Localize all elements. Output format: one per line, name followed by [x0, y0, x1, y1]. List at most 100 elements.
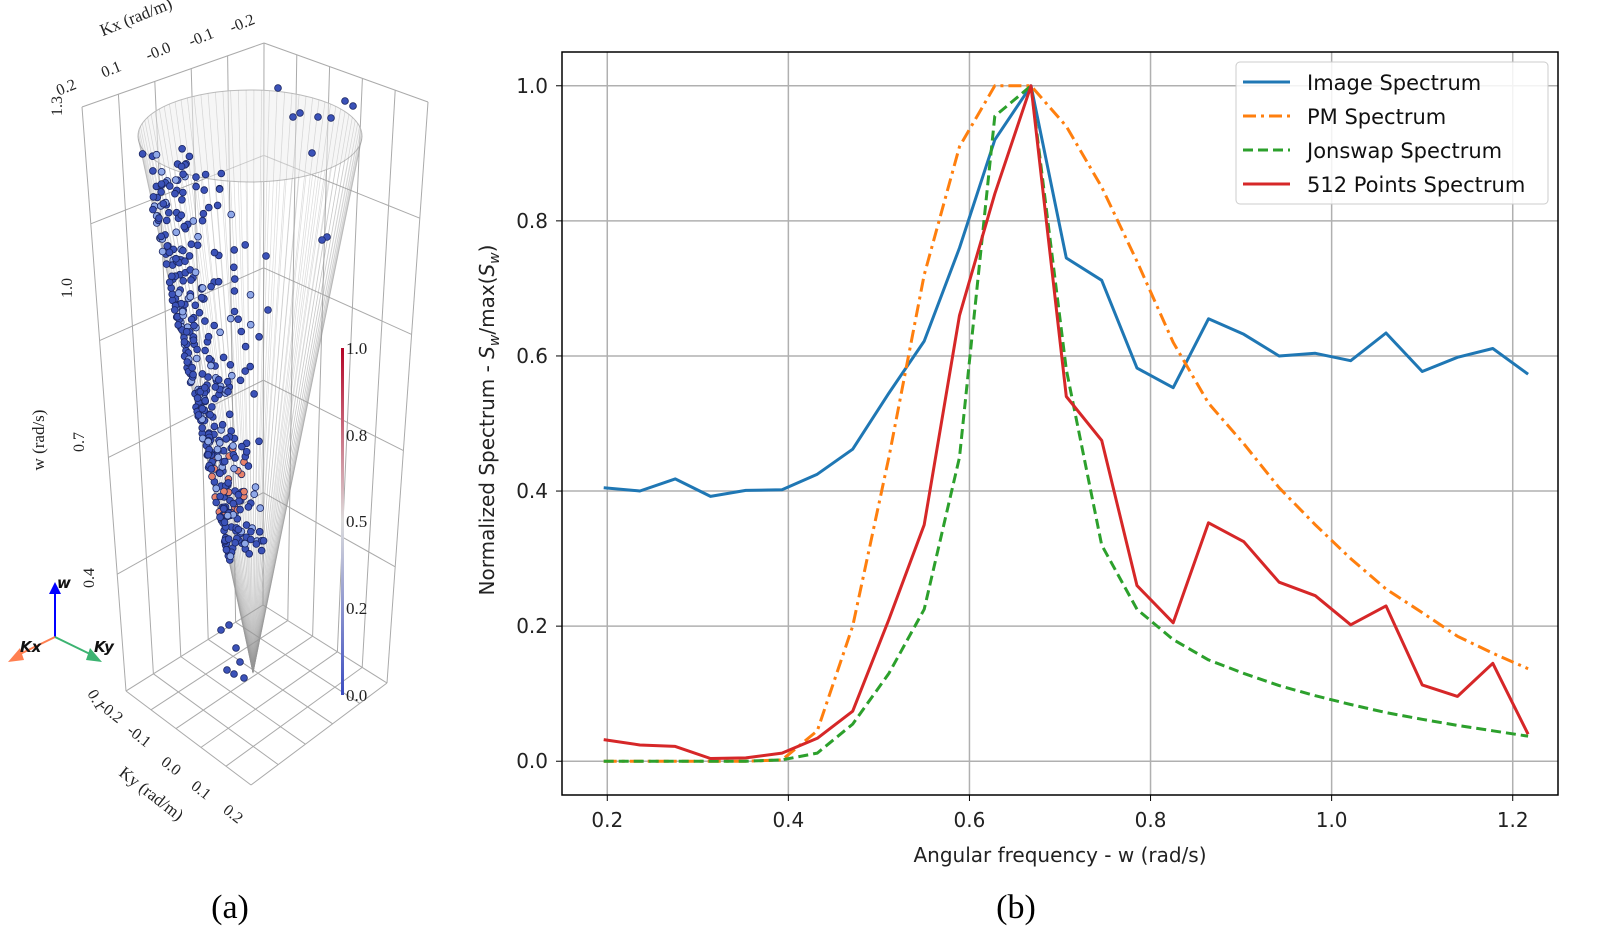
- scatter-point: [168, 272, 176, 281]
- scatter-point: [149, 167, 157, 175]
- scatter-point: [241, 342, 250, 351]
- scatter-point: [208, 472, 216, 481]
- y-tick-label: 0.0: [516, 749, 548, 773]
- cone-line: [252, 101, 326, 674]
- scatter-point: [257, 546, 266, 555]
- cone-line: [222, 180, 254, 674]
- w-axis-label: w (rad/s): [29, 410, 48, 471]
- y-tick-label: 0.4: [516, 479, 548, 503]
- scatter-point: [185, 252, 194, 260]
- scatter-point: [181, 257, 189, 266]
- cone-line: [252, 142, 362, 674]
- scatter-point: [183, 358, 192, 366]
- scatter-point: [166, 182, 174, 190]
- scatter-point: [172, 228, 181, 237]
- scatter-point: [185, 152, 194, 161]
- ky-tick: 0.1: [188, 778, 214, 804]
- scatter-point: [264, 306, 272, 314]
- cone-rim: [137, 89, 363, 183]
- scatter-point: [179, 170, 187, 179]
- cone-line: [252, 120, 356, 674]
- scatter-point: [163, 242, 172, 250]
- box-edge: [263, 42, 429, 103]
- scatter-point: [256, 504, 265, 512]
- scatter-point: [210, 321, 219, 330]
- scatter-point: [240, 487, 248, 496]
- scatter-point: [192, 173, 200, 181]
- scatter-point: [246, 362, 255, 371]
- cone-line: [252, 129, 362, 674]
- scatter-point: [224, 387, 232, 396]
- scatter-point: [204, 332, 213, 341]
- scatter-point: [179, 246, 187, 255]
- scatter-point: [188, 363, 197, 372]
- scatter-point: [171, 189, 179, 198]
- scatter-point: [198, 216, 207, 225]
- scatter-point: [194, 232, 202, 241]
- y-label-sub2: w: [487, 252, 503, 264]
- scatter-point: [314, 113, 322, 121]
- scatter-point: [187, 276, 195, 284]
- colorbar-tick: 0.5: [346, 512, 367, 531]
- scatter-point: [226, 552, 235, 560]
- scatter-point: [171, 306, 179, 314]
- legend: Image Spectrum PM Spectrum Jonswap Spectru…: [1235, 61, 1549, 205]
- cone-line: [252, 177, 300, 674]
- scatter-point: [231, 454, 239, 462]
- cone-line: [252, 181, 263, 674]
- scatter-point: [227, 210, 236, 219]
- scatter-point: [216, 492, 224, 501]
- scatter-point: [177, 162, 186, 171]
- cone-line: [207, 178, 254, 674]
- y-axis-label: Normalized Spectrum - Sw/max(Sw): [475, 245, 503, 596]
- cone-line: [252, 94, 300, 674]
- series-line-pm-spectrum: [603, 84, 1529, 763]
- cone-line: [245, 90, 254, 674]
- scatter-point: [247, 527, 255, 536]
- scatter-point: [180, 222, 189, 231]
- scatter-point: [223, 666, 231, 674]
- scatter-point: [201, 170, 210, 179]
- y-ticks: 0.0 0.2 0.4 0.6 0.8 1.0: [516, 74, 562, 773]
- kx-tick: 0.2: [54, 76, 79, 99]
- scatter-point: [138, 150, 147, 158]
- grid-line: [150, 620, 289, 711]
- scatter-point: [179, 276, 188, 285]
- scatter-point: [213, 445, 222, 454]
- scatter-point: [230, 307, 239, 316]
- w-tick: 0.7: [71, 432, 88, 452]
- ky-arrow-head-icon: [86, 648, 102, 662]
- scatter-point: [205, 203, 213, 212]
- scatter-point: [220, 518, 229, 527]
- scatter-point: [194, 411, 203, 419]
- cone-line: [245, 181, 254, 674]
- scatter-point: [162, 216, 171, 225]
- y-label-suffix: ): [475, 245, 499, 253]
- scatter-point: [252, 540, 261, 548]
- scatter-point: [308, 149, 316, 157]
- scatter-point: [226, 314, 235, 323]
- scatter-point: [232, 644, 240, 652]
- grid-line: [262, 492, 396, 568]
- scatter-point: [255, 437, 263, 446]
- scatter-point: [234, 525, 243, 534]
- box-edge: [81, 42, 265, 108]
- x-tick-label: 1.2: [1497, 808, 1529, 832]
- cone-line: [252, 123, 359, 674]
- cone-line: [252, 90, 255, 674]
- cone-line: [252, 178, 293, 674]
- scatter-point: [204, 450, 213, 459]
- cone-line: [252, 170, 326, 674]
- cone-line: [252, 181, 270, 674]
- panel-a-3d-scatter: w (rad/s) 1.3 1.0 0.7 0.4 Kx (rad/m) 0.2…: [8, 0, 429, 827]
- scatter-point: [207, 361, 215, 370]
- scatter-point: [198, 424, 207, 432]
- scatter-point: [214, 277, 223, 286]
- ky-tick: 0.0: [158, 754, 184, 780]
- scatter-point: [262, 252, 270, 260]
- scatter-point: [217, 626, 225, 634]
- cone-line: [252, 103, 331, 674]
- scatter-point: [349, 102, 357, 110]
- cone-line: [252, 135, 363, 674]
